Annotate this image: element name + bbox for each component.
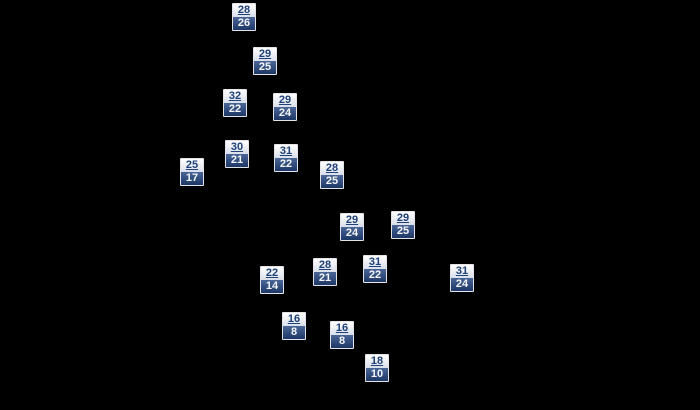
low-temp-value: 10 <box>366 368 388 381</box>
station-temperature-label[interactable]: 29 25 <box>391 211 415 239</box>
station-temperature-label[interactable]: 16 8 <box>282 312 306 340</box>
station-temperature-label[interactable]: 30 21 <box>225 140 249 168</box>
high-temp-link[interactable]: 31 <box>364 256 386 269</box>
station-temperature-label[interactable]: 28 25 <box>320 161 344 189</box>
high-temp-link[interactable]: 22 <box>261 267 283 280</box>
station-temperature-label[interactable]: 31 22 <box>363 255 387 283</box>
station-temperature-label[interactable]: 28 26 <box>232 3 256 31</box>
low-temp-value: 25 <box>321 175 343 188</box>
low-temp-value: 24 <box>341 227 363 240</box>
high-temp-link[interactable]: 29 <box>274 94 296 107</box>
low-temp-value: 21 <box>314 272 336 285</box>
low-temp-value: 24 <box>451 278 473 291</box>
high-temp-link[interactable]: 16 <box>283 313 305 326</box>
low-temp-value: 14 <box>261 280 283 293</box>
low-temp-value: 17 <box>181 172 203 185</box>
high-temp-link[interactable]: 28 <box>233 4 255 17</box>
high-temp-link[interactable]: 16 <box>331 322 353 335</box>
high-temp-link[interactable]: 25 <box>181 159 203 172</box>
high-temp-link[interactable]: 31 <box>451 265 473 278</box>
station-temperature-label[interactable]: 28 21 <box>313 258 337 286</box>
high-temp-link[interactable]: 30 <box>226 141 248 154</box>
high-temp-link[interactable]: 31 <box>275 145 297 158</box>
station-temperature-label[interactable]: 22 14 <box>260 266 284 294</box>
high-temp-link[interactable]: 29 <box>341 214 363 227</box>
low-temp-value: 25 <box>392 225 414 238</box>
station-temperature-label[interactable]: 31 24 <box>450 264 474 292</box>
high-temp-link[interactable]: 28 <box>321 162 343 175</box>
high-temp-link[interactable]: 29 <box>254 48 276 61</box>
station-temperature-label[interactable]: 29 24 <box>273 93 297 121</box>
station-temperature-label[interactable]: 16 8 <box>330 321 354 349</box>
low-temp-value: 25 <box>254 61 276 74</box>
low-temp-value: 22 <box>364 269 386 282</box>
station-temperature-label[interactable]: 29 25 <box>253 47 277 75</box>
low-temp-value: 24 <box>274 107 296 120</box>
low-temp-value: 21 <box>226 154 248 167</box>
high-temp-link[interactable]: 32 <box>224 90 246 103</box>
high-temp-link[interactable]: 18 <box>366 355 388 368</box>
station-temperature-label[interactable]: 32 22 <box>223 89 247 117</box>
high-temp-link[interactable]: 29 <box>392 212 414 225</box>
low-temp-value: 8 <box>283 326 305 339</box>
station-temperature-label[interactable]: 25 17 <box>180 158 204 186</box>
station-temperature-label[interactable]: 18 10 <box>365 354 389 382</box>
low-temp-value: 8 <box>331 335 353 348</box>
low-temp-value: 22 <box>275 158 297 171</box>
low-temp-value: 22 <box>224 103 246 116</box>
high-temp-link[interactable]: 28 <box>314 259 336 272</box>
low-temp-value: 26 <box>233 17 255 30</box>
station-temperature-label[interactable]: 31 22 <box>274 144 298 172</box>
station-temperature-label[interactable]: 29 24 <box>340 213 364 241</box>
